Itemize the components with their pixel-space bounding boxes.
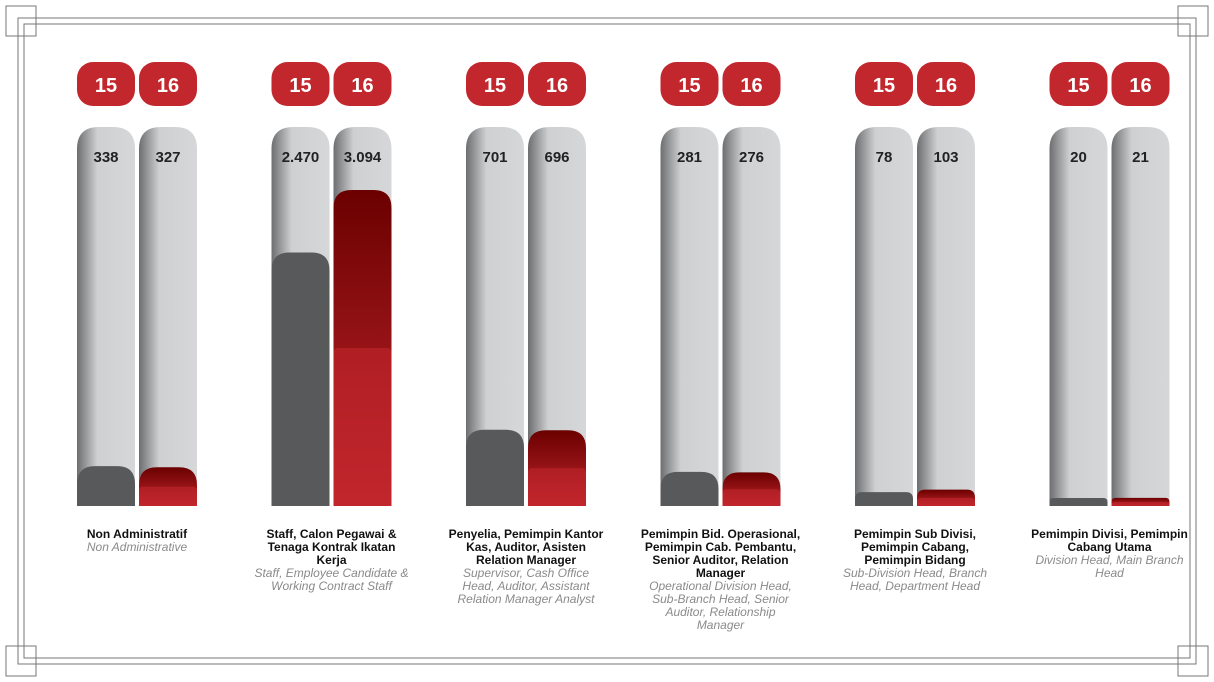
bar-track [1111,127,1170,506]
year-label: 15 [678,75,700,97]
year-badge [855,62,913,106]
year-label: 16 [351,75,373,97]
value-label: 21 [1132,149,1149,166]
value-label: 281 [677,149,702,166]
year-badge [466,62,524,106]
category-label: Staff, Calon Pegawai & Tenaga Kontrak Ik… [252,528,412,593]
year-badge [77,62,135,106]
bar-highlight [139,486,197,506]
bar-track [660,127,719,506]
bar-track [139,127,197,506]
bar-track [77,127,135,506]
value-label: 701 [482,149,507,166]
bar-highlight [1111,501,1170,506]
value-label: 276 [739,149,764,166]
value-label: 2.470 [282,149,320,166]
bar-highlight [333,348,392,506]
category-translation: Sub-Division Head, Branch Head, Departme… [842,566,988,593]
year-badge [1049,62,1108,106]
category-translation: Operational Division Head, Sub-Branch He… [649,579,792,632]
bar [466,429,524,506]
year-badge [917,62,975,106]
category-name: Penyelia, Pemimpin Kantor Kas, Auditor, … [448,527,604,567]
category-name: Staff, Calon Pegawai & Tenaga Kontrak Ik… [266,527,397,567]
year-badge [1111,62,1170,106]
year-badge [528,62,586,106]
category-translation: Supervisor, Cash Office Head, Auditor, A… [457,566,595,606]
year-badge [722,62,781,106]
year-label: 15 [289,75,311,97]
category-translation: Division Head, Main Branch Head [1035,553,1184,580]
frame [5,5,1209,677]
value-label: 103 [933,149,958,166]
year-badge [660,62,719,106]
year-label: 16 [157,75,179,97]
bar-track [722,127,781,506]
category-name: Pemimpin Divisi, Pemimpin Cabang Utama [1031,527,1188,554]
year-badge [271,62,330,106]
bar-highlight [528,468,586,506]
year-label: 15 [873,75,895,97]
year-badge [333,62,392,106]
year-label: 15 [95,75,117,97]
bar [660,471,719,506]
category-label: Penyelia, Pemimpin Kantor Kas, Auditor, … [446,528,606,606]
value-label: 338 [93,149,118,166]
bar [855,492,913,506]
category-label: Pemimpin Sub Divisi, Pemimpin Cabang, Pe… [835,528,995,593]
category-name: Pemimpin Sub Divisi, Pemimpin Cabang, Pe… [853,527,977,567]
bar-track [1049,127,1108,506]
year-label: 15 [484,75,506,97]
year-label: 16 [740,75,762,97]
category-label: Pemimpin Divisi, Pemimpin Cabang Utama Di… [1030,528,1190,580]
value-label: 3.094 [344,149,382,166]
value-label: 78 [876,149,893,166]
category-translation: Staff, Employee Candidate & Working Cont… [254,566,409,593]
category-name: Pemimpin Bid. Operasional, Pemimpin Cab.… [640,527,801,580]
year-label: 16 [1129,75,1151,97]
bar-track [466,127,524,506]
year-label: 16 [546,75,568,97]
bar-highlight [917,497,975,506]
value-label: 327 [155,149,180,166]
year-label: 15 [1067,75,1089,97]
category-label: Non Administratif Non Administrative [57,528,217,554]
year-label: 16 [935,75,957,97]
bar-track [528,127,586,506]
value-label: 20 [1070,149,1087,166]
bar-track [855,127,913,506]
bar-highlight [722,489,781,506]
bar [1049,497,1108,506]
category-translation: Non Administrative [86,540,188,554]
bar-track [917,127,975,506]
value-label: 696 [544,149,569,166]
year-badge [139,62,197,106]
bar [77,466,135,506]
category-name: Non Administratif [86,527,188,541]
category-label: Pemimpin Bid. Operasional, Pemimpin Cab.… [641,528,801,632]
bar [271,252,330,506]
